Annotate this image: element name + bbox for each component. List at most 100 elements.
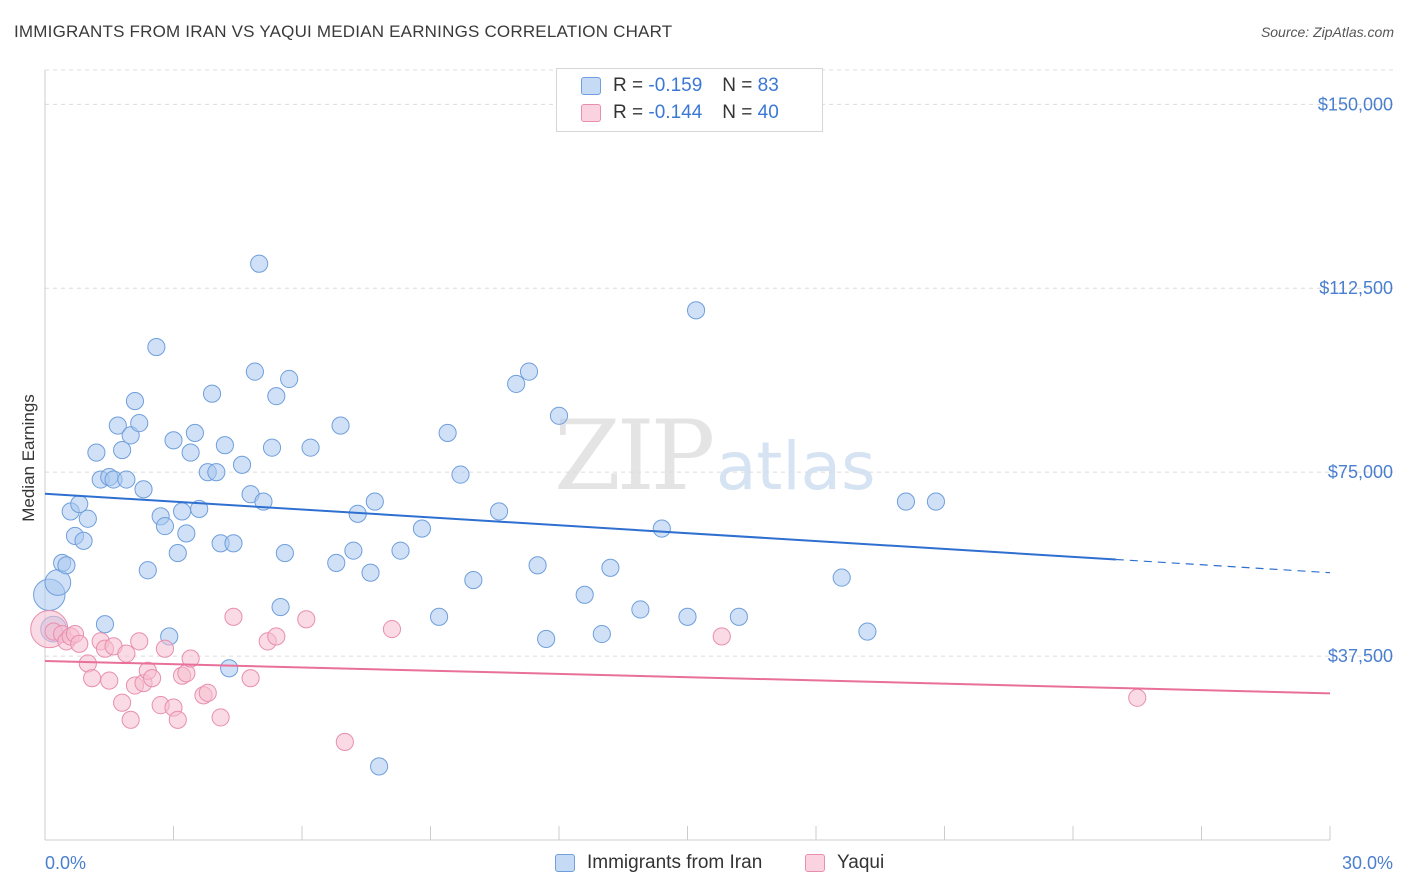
iran-point [224, 534, 243, 553]
legend-r-label: R = [613, 102, 644, 123]
legend-swatch-yaqui [581, 104, 601, 122]
iran-point [280, 369, 299, 389]
iran-point [412, 519, 432, 538]
iran-point [207, 463, 226, 482]
yaqui-point [1128, 688, 1147, 707]
iran-point [245, 362, 264, 381]
iran-point [678, 607, 697, 626]
trend-lines [44, 492, 1331, 695]
iran-point [117, 470, 136, 489]
yaqui-point [241, 669, 260, 688]
iran-point [451, 465, 470, 484]
iran-point [78, 509, 97, 528]
iran-point [832, 568, 851, 587]
x-tick-label-max: 30.0% [1342, 853, 1393, 873]
iran-point [177, 524, 196, 543]
iran-point [858, 622, 877, 641]
yaqui-point [224, 607, 243, 626]
iran-point [232, 455, 252, 474]
iran-point [172, 502, 192, 521]
iran-point [113, 441, 132, 460]
iran-point [215, 436, 234, 455]
iran-point [254, 492, 273, 511]
iran-point [489, 502, 509, 521]
iran-point [926, 492, 946, 511]
iran-point [327, 553, 346, 572]
axes [44, 70, 1331, 841]
y-axis-label: Median Earnings [19, 394, 38, 522]
series-legend-swatch-yaqui [805, 854, 825, 872]
legend-r-label: R = [613, 75, 644, 96]
yaqui-point [211, 708, 230, 727]
iran-point [631, 600, 650, 619]
y-tick-label: $112,500 [1319, 278, 1393, 298]
iran-point [250, 254, 269, 273]
iran-point [95, 615, 115, 634]
yaqui-point [382, 620, 402, 639]
iran-point [185, 423, 204, 443]
watermark-zip: ZIP [554, 400, 715, 512]
watermark-atlas: atlas [716, 428, 876, 505]
iran-point [519, 362, 539, 381]
iran-point [134, 480, 153, 499]
yaqui-point [181, 649, 200, 668]
legend-row-iran: R = -0.159 N = 83 [581, 73, 779, 99]
iran-point [267, 387, 286, 406]
iran-point [370, 757, 389, 776]
trend-line-yaqui [44, 659, 1331, 695]
iran-point [168, 544, 187, 563]
iran-point [130, 414, 149, 433]
iran-point [125, 391, 145, 411]
iran-point [271, 597, 290, 617]
yaqui-point [168, 710, 187, 729]
legend-n-label: N = [722, 75, 753, 96]
iran-point [202, 384, 222, 403]
legend-n-value-iran: 83 [757, 75, 779, 96]
yaqui-point [712, 627, 731, 646]
iran-point [507, 374, 526, 393]
series-legend-iran: Immigrants from Iran [555, 852, 762, 874]
yaqui-point [100, 671, 119, 690]
trend-line-iran-extension [1115, 558, 1331, 574]
yaqui-point [297, 610, 316, 629]
correlation-legend: R = -0.159 N = 83 R = -0.144 N = 40 [556, 68, 823, 132]
y-tick-label: $75,000 [1328, 462, 1393, 482]
iran-point [331, 416, 350, 435]
iran-point [729, 607, 748, 626]
legend-r-value-iran: -0.159 [648, 75, 703, 96]
x-tick-label-min: 0.0% [45, 853, 86, 873]
iran-point [155, 517, 175, 536]
iran-point [344, 541, 363, 560]
iran-point [87, 443, 106, 462]
iran-point [74, 531, 93, 550]
legend-n-label: N = [722, 102, 753, 123]
iran-point [301, 438, 320, 457]
series-legend-label-yaqui: Yaqui [837, 852, 885, 873]
series-legend-yaqui: Yaqui [805, 852, 884, 874]
iran-point [429, 607, 449, 626]
yaqui-point [121, 710, 140, 729]
yaqui-point [117, 644, 136, 663]
iran-point [262, 438, 282, 457]
iran-point [896, 492, 916, 511]
iran-point [438, 423, 457, 443]
iran-point [652, 519, 671, 538]
legend-r-value-yaqui: -0.144 [648, 102, 703, 123]
iran-point [592, 624, 611, 644]
iran-point [108, 416, 127, 435]
iran-point [686, 301, 706, 320]
iran-point [365, 492, 384, 511]
iran-point [138, 561, 157, 580]
yaqui-point [83, 669, 102, 688]
yaqui-point [267, 627, 286, 646]
iran-point [549, 406, 569, 425]
iran-point [181, 443, 200, 462]
iran-point [391, 541, 410, 560]
iran-point [147, 338, 166, 357]
series-legend-swatch-iran [555, 854, 575, 872]
iran-point [57, 556, 76, 575]
yaqui-point [155, 639, 175, 658]
yaqui-point [113, 693, 132, 712]
yaqui-point [335, 732, 354, 751]
iran-point [528, 556, 547, 575]
